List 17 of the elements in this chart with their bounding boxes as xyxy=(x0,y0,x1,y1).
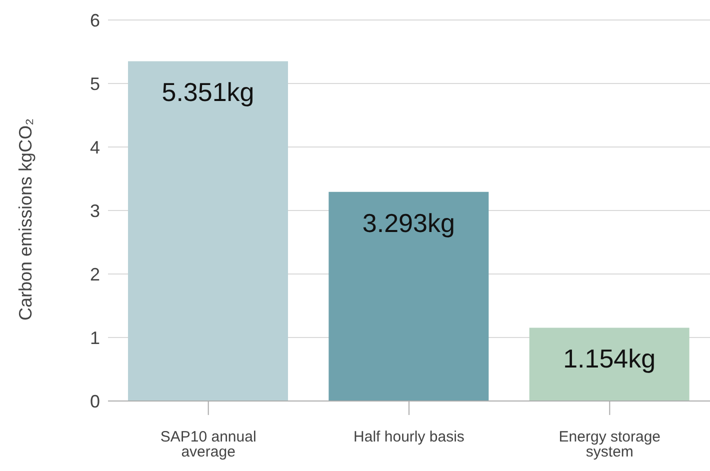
bar xyxy=(328,192,489,401)
y-tick-label: 1 xyxy=(90,328,100,348)
y-axis-title: Carbon emissions kgCO₂ xyxy=(15,118,36,320)
y-tick-label: 6 xyxy=(90,10,100,30)
y-tick-label: 0 xyxy=(90,391,100,412)
data-label: 1.154kg xyxy=(563,344,656,374)
data-label: 5.351kg xyxy=(162,77,254,108)
x-tick-label: Energy storage system xyxy=(558,428,661,461)
y-tick-label: 4 xyxy=(90,137,100,158)
y-tick-label: 2 xyxy=(90,264,100,284)
x-tick-label: Half hourly basis xyxy=(354,428,464,446)
x-tick-label: SAP10 annual average xyxy=(160,428,256,461)
y-tick-label: 3 xyxy=(90,200,100,221)
y-tick-label: 5 xyxy=(90,74,100,94)
bar xyxy=(128,61,288,401)
data-label: 3.293kg xyxy=(362,208,455,238)
bar xyxy=(529,328,690,401)
